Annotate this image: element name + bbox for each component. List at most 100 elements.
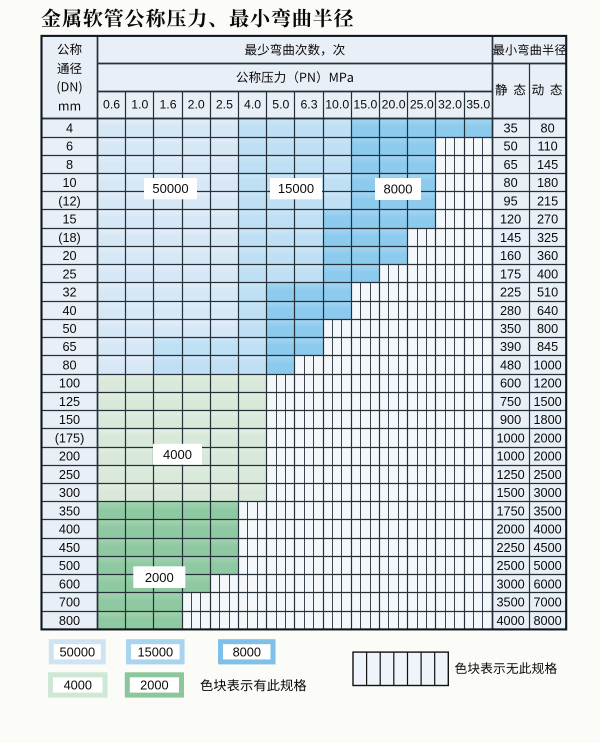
svg-text:2000: 2000 <box>496 523 524 537</box>
svg-text:300: 300 <box>59 486 80 500</box>
svg-text:20: 20 <box>62 249 76 263</box>
svg-text:65: 65 <box>62 340 76 354</box>
svg-text:8000: 8000 <box>533 614 561 628</box>
svg-text:100: 100 <box>59 377 80 391</box>
svg-text:145: 145 <box>500 231 521 245</box>
svg-text:15000: 15000 <box>278 181 314 196</box>
svg-text:3000: 3000 <box>533 486 561 500</box>
svg-text:150: 150 <box>59 413 80 427</box>
svg-text:400: 400 <box>59 523 80 537</box>
svg-text:1000: 1000 <box>533 359 561 373</box>
svg-text:8000: 8000 <box>384 182 413 197</box>
svg-text:160: 160 <box>500 249 521 263</box>
svg-text:1500: 1500 <box>533 395 561 409</box>
svg-text:1000: 1000 <box>496 431 524 445</box>
svg-text:4500: 4500 <box>533 541 561 555</box>
svg-text:845: 845 <box>537 340 558 354</box>
svg-text:35.0: 35.0 <box>466 98 490 112</box>
svg-text:900: 900 <box>500 413 521 427</box>
svg-text:50000: 50000 <box>152 181 188 196</box>
svg-text:510: 510 <box>537 286 558 300</box>
svg-text:50: 50 <box>62 322 76 336</box>
svg-text:(175): (175) <box>55 431 85 445</box>
svg-text:(12): (12) <box>58 194 81 208</box>
svg-text:360: 360 <box>537 249 558 263</box>
svg-text:6.3: 6.3 <box>300 98 317 112</box>
svg-text:2000: 2000 <box>533 450 561 464</box>
svg-text:215: 215 <box>537 194 558 208</box>
svg-text:1250: 1250 <box>496 468 524 482</box>
svg-text:3500: 3500 <box>496 596 524 610</box>
svg-text:2000: 2000 <box>145 570 174 585</box>
svg-text:1000: 1000 <box>496 450 524 464</box>
svg-text:1500: 1500 <box>496 486 524 500</box>
svg-text:4: 4 <box>66 121 73 135</box>
svg-text:2500: 2500 <box>496 559 524 573</box>
svg-text:35: 35 <box>504 121 518 135</box>
svg-text:8: 8 <box>66 158 73 172</box>
svg-text:450: 450 <box>59 541 80 555</box>
svg-text:200: 200 <box>59 450 80 464</box>
svg-text:250: 250 <box>59 468 80 482</box>
svg-text:4000: 4000 <box>163 447 192 462</box>
svg-text:3500: 3500 <box>533 504 561 518</box>
svg-text:2000: 2000 <box>533 431 561 445</box>
svg-text:2500: 2500 <box>533 468 561 482</box>
svg-text:270: 270 <box>537 213 558 227</box>
svg-text:800: 800 <box>537 322 558 336</box>
svg-text:1.6: 1.6 <box>159 98 176 112</box>
svg-text:15000: 15000 <box>138 644 174 659</box>
svg-text:50000: 50000 <box>60 644 96 659</box>
svg-text:40: 40 <box>62 304 76 318</box>
svg-text:2250: 2250 <box>496 541 524 555</box>
svg-text:10: 10 <box>62 176 76 190</box>
svg-text:110: 110 <box>537 140 557 154</box>
svg-text:225: 225 <box>500 286 521 300</box>
svg-text:1200: 1200 <box>533 377 561 391</box>
svg-text:6: 6 <box>66 140 73 154</box>
svg-text:400: 400 <box>537 267 558 281</box>
svg-text:480: 480 <box>500 359 521 373</box>
svg-text:5000: 5000 <box>533 559 561 573</box>
svg-text:8000: 8000 <box>233 644 261 659</box>
svg-text:25.0: 25.0 <box>410 98 434 112</box>
svg-text:32: 32 <box>62 286 76 300</box>
svg-text:80: 80 <box>504 176 518 190</box>
svg-text:175: 175 <box>500 267 521 281</box>
svg-text:(18): (18) <box>58 231 81 245</box>
svg-text:4000: 4000 <box>64 678 92 693</box>
svg-text:640: 640 <box>537 304 558 318</box>
svg-text:1800: 1800 <box>533 413 561 427</box>
svg-text:1.0: 1.0 <box>131 98 148 112</box>
svg-text:50: 50 <box>504 140 518 154</box>
svg-text:6000: 6000 <box>533 577 561 591</box>
svg-text:750: 750 <box>500 395 521 409</box>
svg-text:3000: 3000 <box>496 577 524 591</box>
svg-text:145: 145 <box>537 158 558 172</box>
svg-text:0.6: 0.6 <box>103 98 120 112</box>
svg-text:600: 600 <box>59 577 80 591</box>
svg-text:4000: 4000 <box>496 614 524 628</box>
svg-text:280: 280 <box>500 304 521 318</box>
svg-text:65: 65 <box>504 158 518 172</box>
svg-text:390: 390 <box>500 340 521 354</box>
svg-text:15.0: 15.0 <box>353 98 377 112</box>
svg-text:10.0: 10.0 <box>325 98 349 112</box>
svg-text:20.0: 20.0 <box>382 98 406 112</box>
svg-text:32.0: 32.0 <box>438 98 462 112</box>
svg-text:180: 180 <box>537 176 558 190</box>
svg-text:95: 95 <box>504 194 518 208</box>
svg-text:2.0: 2.0 <box>188 98 205 112</box>
svg-text:2000: 2000 <box>140 678 168 693</box>
svg-text:350: 350 <box>500 322 521 336</box>
svg-text:700: 700 <box>59 596 80 610</box>
svg-text:4000: 4000 <box>533 523 561 537</box>
svg-text:600: 600 <box>500 377 521 391</box>
svg-text:125: 125 <box>59 395 80 409</box>
svg-text:325: 325 <box>537 231 558 245</box>
svg-text:500: 500 <box>59 559 80 573</box>
svg-text:25: 25 <box>62 267 76 281</box>
svg-text:2.5: 2.5 <box>216 98 233 112</box>
svg-text:15: 15 <box>62 213 76 227</box>
svg-text:350: 350 <box>59 504 80 518</box>
